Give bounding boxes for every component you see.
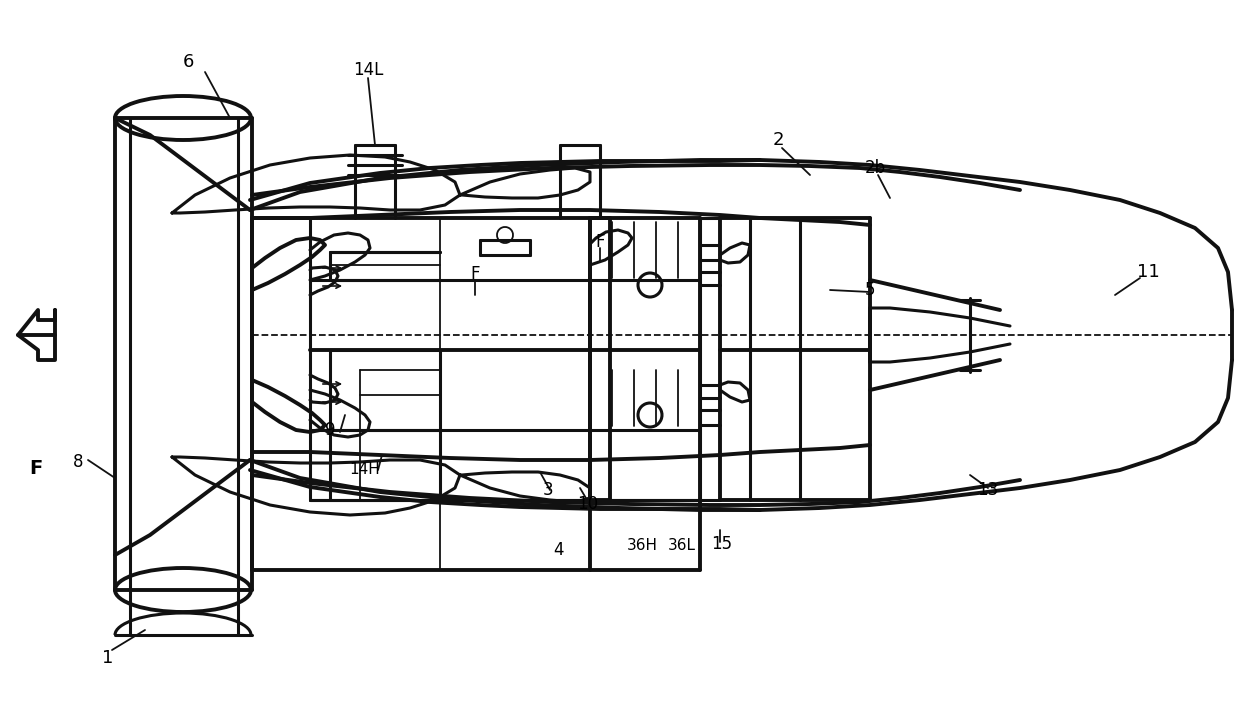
Text: 15: 15 bbox=[711, 535, 732, 553]
Text: 2: 2 bbox=[772, 131, 784, 149]
Text: F: F bbox=[471, 265, 479, 283]
Text: 3: 3 bbox=[543, 481, 554, 499]
Text: 14L: 14L bbox=[353, 61, 383, 79]
Text: 8: 8 bbox=[73, 453, 83, 471]
Text: 36L: 36L bbox=[668, 539, 696, 554]
Text: 4: 4 bbox=[553, 541, 564, 559]
Text: 5: 5 bbox=[865, 281, 875, 299]
Text: 36H: 36H bbox=[627, 539, 658, 554]
Text: 13: 13 bbox=[978, 481, 999, 499]
Text: 10: 10 bbox=[577, 495, 598, 513]
Text: F: F bbox=[30, 459, 42, 477]
Text: F: F bbox=[595, 233, 605, 251]
Text: 11: 11 bbox=[1136, 263, 1160, 281]
Text: 9: 9 bbox=[325, 421, 336, 439]
Text: 14H: 14H bbox=[349, 462, 380, 477]
Text: 1: 1 bbox=[103, 649, 114, 667]
Text: 2b: 2b bbox=[865, 159, 886, 177]
Text: 6: 6 bbox=[182, 53, 193, 71]
